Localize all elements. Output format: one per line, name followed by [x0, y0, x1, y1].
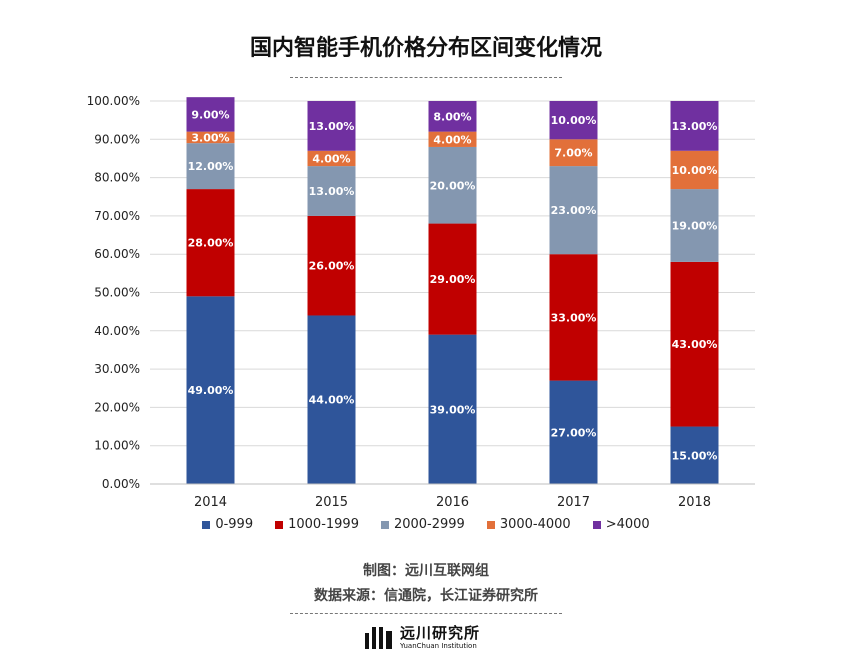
bar-segment — [186, 189, 235, 297]
data-label: 44.00% — [309, 394, 355, 407]
data-label: 3.00% — [191, 131, 229, 144]
bar-segment — [549, 254, 598, 381]
bar-segment — [670, 261, 719, 427]
bar-segment — [549, 166, 598, 255]
data-label: 9.00% — [191, 108, 229, 121]
bar-segment — [428, 131, 477, 147]
x-tick-label: 2018 — [678, 495, 711, 510]
y-tick-label: 0.00% — [102, 477, 140, 491]
bar-segment — [307, 315, 356, 484]
chart-legend: 0-999 1000-1999 2000-2999 3000-4000 >4000 — [0, 517, 852, 532]
x-tick-label: 2015 — [315, 495, 348, 510]
y-tick-label: 60.00% — [94, 247, 140, 261]
data-label: 12.00% — [188, 160, 234, 173]
legend-item: 1000-1999 — [275, 517, 359, 532]
title-divider — [290, 77, 562, 78]
data-label: 27.00% — [551, 426, 597, 439]
logo-mark-icon — [365, 627, 392, 649]
bar-segment — [428, 223, 477, 335]
bar-segment — [307, 166, 356, 216]
made-by-note: 制图：远川互联网组 — [363, 563, 489, 579]
legend-label: >4000 — [605, 517, 650, 532]
footer-divider — [290, 613, 562, 614]
bar-segment — [670, 150, 719, 190]
y-tick-label: 100.00% — [87, 94, 140, 108]
legend-label: 2000-2999 — [393, 517, 465, 532]
legend-swatch — [592, 520, 601, 529]
bar-segment — [428, 101, 477, 132]
data-label: 13.00% — [309, 185, 355, 198]
y-tick-label: 30.00% — [94, 362, 140, 376]
data-label: 15.00% — [672, 449, 718, 462]
data-label: 28.00% — [188, 237, 234, 250]
x-tick-label: 2014 — [194, 495, 227, 510]
legend-swatch — [486, 520, 495, 529]
legend-item: 0-999 — [202, 517, 253, 532]
y-tick-label: 90.00% — [94, 132, 140, 146]
legend-swatch — [275, 520, 284, 529]
bar-segment — [428, 146, 477, 224]
data-label: 13.00% — [672, 120, 718, 133]
institution-logo: 远川研究所 YuanChuan Institution — [365, 626, 480, 650]
bar-segment — [186, 296, 235, 484]
legend-label: 1000-1999 — [288, 517, 359, 532]
data-label: 43.00% — [672, 338, 718, 351]
logo-name-en: YuanChuan Institution — [400, 642, 477, 650]
bar-segment — [549, 139, 598, 167]
bar-segment — [670, 101, 719, 151]
data-label: 39.00% — [430, 403, 476, 416]
data-label: 7.00% — [554, 147, 592, 160]
bar-segment — [670, 189, 719, 262]
x-tick-label: 2016 — [436, 495, 469, 510]
y-tick-label: 70.00% — [94, 209, 140, 223]
y-tick-label: 80.00% — [94, 171, 140, 185]
bar-segment — [186, 143, 235, 190]
bar-segment — [186, 97, 235, 132]
legend-item: 2000-2999 — [380, 517, 465, 532]
data-label: 23.00% — [551, 204, 597, 217]
y-tick-label: 40.00% — [94, 324, 140, 338]
data-label: 19.00% — [672, 219, 718, 232]
data-source-note: 数据来源：信通院，长江证券研究所 — [314, 588, 538, 604]
y-tick-label: 10.00% — [94, 439, 140, 453]
legend-swatch — [202, 520, 211, 529]
data-label: 20.00% — [430, 179, 476, 192]
data-label: 13.00% — [309, 120, 355, 133]
stacked-bar-chart: 0.00% 10.00% 20.00% 30.00% 40.00% 50.00% 60.00… — [87, 94, 755, 510]
data-label: 49.00% — [188, 384, 234, 397]
bar-segment — [549, 101, 598, 140]
y-tick-label: 20.00% — [94, 400, 140, 414]
x-tick-label: 2017 — [557, 495, 590, 510]
chart-title: 国内智能手机价格分布区间变化情况 — [249, 36, 602, 61]
legend-swatch — [380, 520, 389, 529]
bar-segment — [670, 426, 719, 484]
y-tick-label: 50.00% — [94, 286, 140, 300]
data-label: 33.00% — [551, 311, 597, 324]
legend-item: >4000 — [592, 517, 650, 532]
data-label: 8.00% — [433, 110, 471, 123]
legend-label: 3000-4000 — [499, 517, 571, 532]
data-label: 10.00% — [551, 114, 597, 127]
data-label: 10.00% — [672, 164, 718, 177]
bar-segment — [186, 131, 235, 144]
data-label: 4.00% — [433, 133, 471, 146]
bar-segment — [307, 101, 356, 151]
data-label: 4.00% — [312, 152, 350, 165]
bar-segment — [307, 150, 356, 167]
legend-label: 0-999 — [215, 517, 254, 532]
data-label: 26.00% — [309, 260, 355, 273]
data-label: 29.00% — [430, 273, 476, 286]
logo-name-cn: 远川研究所 — [400, 624, 481, 642]
bar-segment — [307, 215, 356, 316]
bar-segment — [549, 380, 598, 484]
legend-item: 3000-4000 — [486, 517, 571, 532]
bar-segment — [428, 334, 477, 484]
